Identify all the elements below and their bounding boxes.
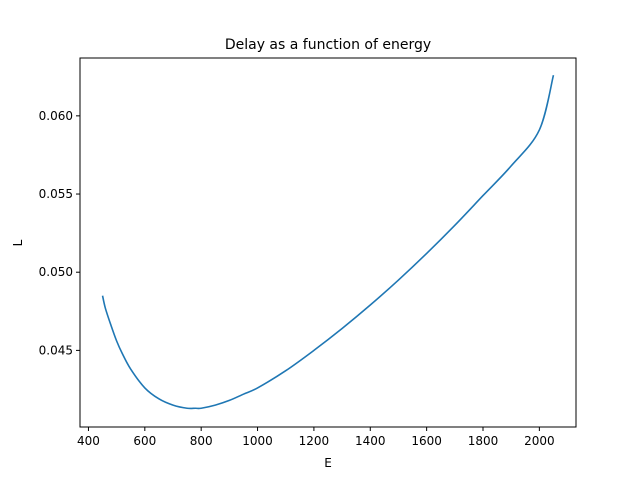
x-tick-label: 1000 <box>242 434 273 448</box>
chart-title: Delay as a function of energy <box>225 37 431 53</box>
x-tick-label: 600 <box>133 434 156 448</box>
y-axis: 0.045 0.050 0.055 0.060 <box>39 109 80 357</box>
x-tick-label: 800 <box>190 434 213 448</box>
x-tick-label: 2000 <box>524 434 555 448</box>
plot-area-frame <box>79 57 577 428</box>
x-tick-label: 1400 <box>355 434 386 448</box>
x-axis: 400 600 800 1000 1200 1400 1600 1800 2000 <box>77 427 555 448</box>
y-tick-label: 0.050 <box>39 265 73 279</box>
x-tick-label: 400 <box>77 434 100 448</box>
y-axis-label: L <box>11 239 25 246</box>
y-tick-label: 0.060 <box>39 109 73 123</box>
x-axis-label: E <box>324 456 332 470</box>
series-line <box>101 75 555 410</box>
x-tick-label: 1800 <box>468 434 499 448</box>
y-tick-label: 0.055 <box>39 187 73 201</box>
y-tick-label: 0.045 <box>39 343 73 357</box>
x-tick-label: 1600 <box>411 434 442 448</box>
x-tick-label: 1200 <box>299 434 330 448</box>
